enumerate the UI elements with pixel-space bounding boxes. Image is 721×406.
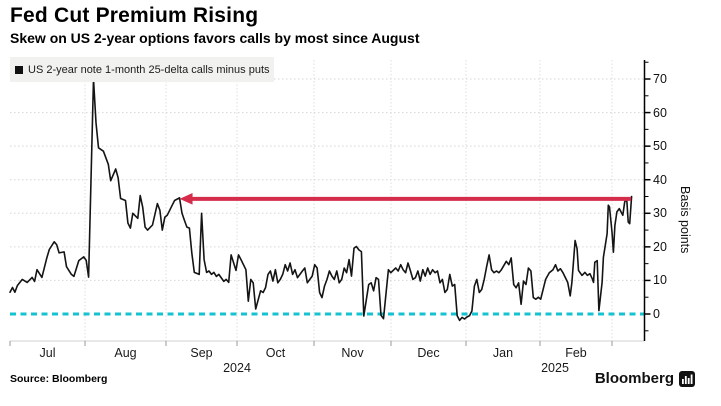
page-title: Fed Cut Premium Rising [10,4,259,27]
brand-watermark: Bloomberg [595,370,695,387]
y-tick-label: 10 [653,273,667,288]
annotation-arrowhead-icon [179,193,193,205]
x-month-label: Aug [114,346,137,360]
x-month-label: Sep [190,346,213,360]
legend: US 2-year note 1-month 25-delta calls mi… [10,57,274,82]
y-tick-label: 70 [653,72,667,86]
y-tick-label: 60 [653,105,667,120]
x-month-label: Jan [492,346,514,360]
bloomberg-terminal-icon [679,370,695,387]
y-tick-label: 30 [653,206,667,221]
x-month-label: Feb [565,346,587,360]
x-month-label: Oct [265,346,286,360]
source-note: Source: Bloomberg [10,373,108,385]
legend-label: US 2-year note 1-month 25-delta calls mi… [28,63,270,76]
series-line [9,78,633,322]
legend-swatch-icon [15,65,23,74]
y-axis-title: Basis points [678,186,692,254]
x-month-label: Dec [417,346,440,360]
y-tick-label: 20 [653,239,667,254]
x-year-label: 2024 [223,361,251,375]
chart-subtitle: Skew on US 2-year options favors calls b… [10,30,420,46]
y-tick-label: 50 [653,139,667,154]
y-tick-label: 0 [653,307,660,321]
y-tick-label: 40 [653,172,667,187]
brand-name: Bloomberg [594,370,674,387]
x-year-label: 2025 [541,361,569,375]
x-month-label: Jul [39,346,56,360]
x-month-label: Nov [341,346,364,360]
